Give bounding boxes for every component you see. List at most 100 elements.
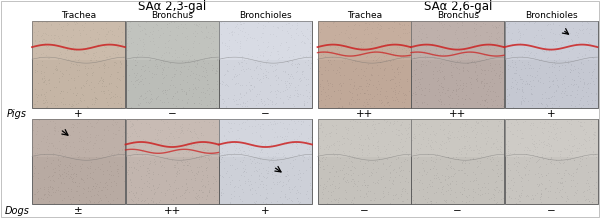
Point	[80, 65, 90, 68]
Point	[68, 45, 78, 49]
Point	[246, 182, 256, 186]
Point	[571, 168, 581, 171]
Point	[71, 189, 81, 193]
Point	[491, 180, 501, 183]
Point	[461, 30, 470, 33]
Point	[169, 126, 178, 129]
Point	[253, 21, 262, 24]
Point	[90, 55, 100, 58]
Point	[79, 178, 88, 181]
Point	[568, 68, 578, 72]
Point	[470, 70, 480, 73]
Point	[164, 45, 173, 49]
Point	[285, 74, 295, 77]
Point	[550, 58, 559, 62]
Point	[553, 39, 562, 43]
Point	[279, 140, 289, 143]
Point	[197, 195, 206, 199]
Point	[253, 72, 262, 76]
Point	[49, 126, 59, 129]
Point	[196, 164, 206, 167]
Point	[346, 200, 356, 204]
Point	[41, 140, 51, 143]
Point	[362, 133, 372, 137]
Point	[469, 21, 478, 25]
Point	[179, 191, 188, 195]
Point	[583, 178, 592, 182]
Point	[529, 144, 539, 147]
Point	[294, 201, 304, 204]
Point	[55, 50, 65, 53]
Point	[113, 27, 123, 31]
Point	[331, 184, 340, 187]
Point	[98, 185, 107, 189]
Point	[383, 190, 393, 194]
Point	[199, 119, 208, 123]
Point	[136, 74, 145, 77]
Point	[181, 53, 191, 57]
Point	[83, 185, 92, 189]
Point	[452, 83, 462, 87]
Point	[188, 87, 197, 90]
Point	[476, 71, 486, 75]
Point	[572, 168, 581, 171]
Point	[487, 104, 497, 107]
Point	[190, 23, 199, 26]
Point	[142, 179, 152, 182]
Point	[258, 51, 268, 55]
Point	[423, 152, 433, 155]
Point	[172, 170, 182, 173]
Point	[56, 147, 65, 151]
Point	[441, 198, 451, 202]
Point	[30, 87, 40, 91]
Point	[501, 57, 511, 61]
Point	[245, 88, 255, 91]
Point	[112, 169, 121, 173]
Point	[371, 171, 380, 174]
Point	[205, 188, 214, 192]
Point	[551, 39, 560, 43]
Point	[181, 149, 191, 153]
Point	[251, 192, 261, 195]
Point	[550, 123, 560, 126]
Point	[196, 131, 206, 135]
Point	[280, 82, 290, 85]
Point	[342, 179, 352, 182]
Point	[554, 23, 563, 26]
Point	[339, 172, 349, 176]
Point	[132, 161, 142, 164]
Bar	[219, 119, 312, 204]
Point	[523, 145, 532, 149]
Point	[315, 30, 325, 34]
Point	[457, 121, 467, 124]
Point	[202, 78, 212, 82]
Point	[170, 91, 179, 95]
Point	[137, 28, 146, 32]
Point	[446, 164, 455, 168]
Point	[496, 164, 506, 167]
Point	[347, 124, 356, 128]
Point	[270, 63, 280, 66]
Point	[548, 44, 557, 47]
Point	[372, 63, 382, 67]
Point	[127, 124, 137, 128]
Point	[443, 94, 452, 97]
Point	[335, 97, 344, 101]
Point	[494, 24, 503, 27]
Point	[420, 197, 430, 201]
Point	[548, 22, 557, 26]
Point	[46, 141, 56, 144]
Point	[256, 124, 265, 128]
Point	[391, 133, 400, 136]
Point	[287, 75, 296, 78]
Point	[534, 184, 544, 187]
Point	[70, 123, 79, 126]
Point	[446, 174, 456, 177]
Point	[479, 151, 488, 155]
Point	[548, 31, 557, 35]
Point	[524, 169, 533, 172]
Point	[397, 192, 406, 196]
Point	[106, 173, 116, 177]
Point	[319, 126, 328, 129]
Point	[418, 31, 427, 34]
